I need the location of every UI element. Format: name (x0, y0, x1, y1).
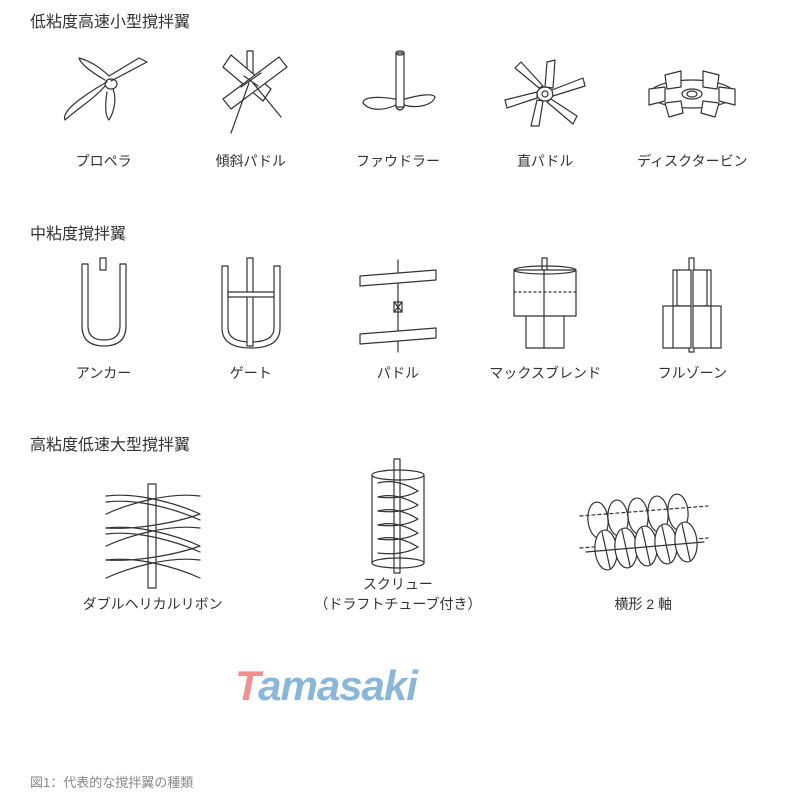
paddle-icon (348, 256, 448, 356)
fullzone-icon (647, 256, 737, 356)
item-gate: ゲート (177, 256, 324, 384)
item-fullzone: フルゾーン (619, 256, 766, 384)
double-helical-ribbon-icon (88, 487, 218, 587)
label-pitched-paddle: 傾斜パドル (216, 152, 286, 172)
label-double-helical-ribbon: ダブルヘリカルリボン (83, 595, 223, 615)
horizontal-twin-shaft-icon (568, 487, 718, 587)
item-horizontal-twin-shaft: 横形 2 軸 (521, 487, 766, 615)
row-2: アンカー ゲート (30, 256, 766, 384)
item-propeller: プロペラ (30, 44, 177, 172)
watermark: Tamasaki (235, 662, 417, 710)
item-double-helical-ribbon: ダブルヘリカルリボン (30, 487, 275, 615)
item-anchor: アンカー (30, 256, 177, 384)
pitched-paddle-icon (201, 44, 301, 144)
section-low-viscosity: 低粘度高速小型撹拌翼 プロペラ (30, 8, 766, 172)
watermark-blue-part: amasaki (258, 662, 417, 709)
pfaudler-icon (353, 44, 443, 144)
watermark-red-part: T (235, 662, 258, 709)
item-pitched-paddle: 傾斜パドル (177, 44, 324, 172)
label-horizontal-twin-shaft: 横形 2 軸 (614, 595, 672, 615)
label-fullzone: フルゾーン (658, 364, 727, 384)
item-flat-paddle: 直パドル (472, 44, 619, 172)
label-pfaudler: ファウドラー (356, 152, 440, 172)
figure-caption: 図1：代表的な撹拌翼の種類 (30, 772, 193, 791)
disc-turbine-icon (637, 44, 747, 144)
label-maxblend: マックスブレンド (489, 364, 601, 384)
screw-draft-tube-icon (348, 467, 448, 567)
section-mid-viscosity: 中粘度撹拌翼 アンカー (30, 220, 766, 384)
anchor-icon (64, 256, 144, 356)
section-title-1: 低粘度高速小型撹拌翼 (30, 8, 766, 32)
gate-icon (206, 256, 296, 356)
label-propeller: プロペラ (76, 152, 132, 172)
label-screw-draft-tube: スクリュー （ドラフトチューブ付き） (314, 575, 481, 614)
item-pfaudler: ファウドラー (324, 44, 471, 172)
item-paddle: パドル (324, 256, 471, 384)
flat-paddle-icon (495, 44, 595, 144)
propeller-icon (59, 44, 149, 144)
row-3: ダブルヘリカルリボン (30, 467, 766, 614)
label-disc-turbine: ディスクタービン (637, 152, 747, 172)
item-screw-draft-tube: スクリュー （ドラフトチューブ付き） (275, 467, 520, 614)
row-1: プロペラ (30, 44, 766, 172)
label-gate: ゲート (230, 364, 272, 384)
section-high-viscosity: 高粘度低速大型撹拌翼 (30, 431, 766, 614)
label-anchor: アンカー (76, 364, 131, 384)
label-flat-paddle: 直パドル (517, 152, 573, 172)
item-disc-turbine: ディスクタービン (619, 44, 766, 172)
label-paddle: パドル (377, 364, 419, 384)
section-title-3: 高粘度低速大型撹拌翼 (30, 431, 766, 455)
maxblend-icon (500, 256, 590, 356)
section-title-2: 中粘度撹拌翼 (30, 220, 766, 244)
item-maxblend: マックスブレンド (472, 256, 619, 384)
